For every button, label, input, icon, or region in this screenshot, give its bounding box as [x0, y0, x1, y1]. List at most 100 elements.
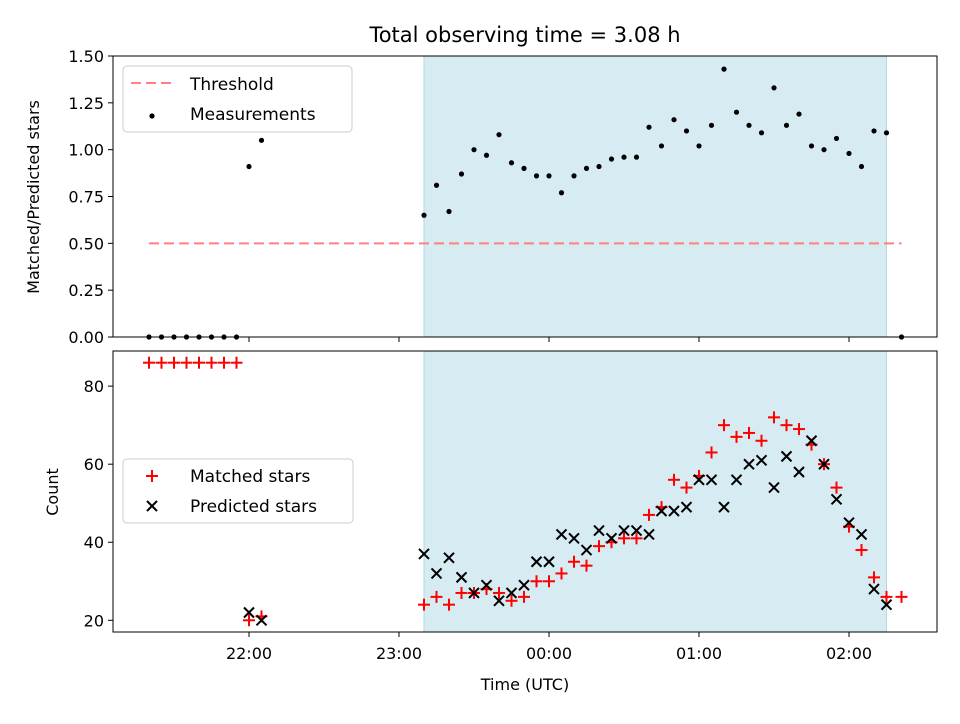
y-tick-label: 1.25 [68, 94, 104, 113]
predicted-star-point [880, 598, 893, 611]
measurement-point [596, 163, 602, 170]
matched-star-point [718, 419, 730, 432]
predicted-star-point [568, 532, 580, 545]
predicted-star-point [530, 556, 543, 568]
predicted-star-point [430, 567, 443, 580]
bottom-x-ticks: 22:00 23:00 00:00 01:00 02:00 [226, 632, 872, 663]
predicted-star-point [855, 528, 868, 541]
predicted-star-point [493, 595, 505, 607]
predicted-star-point [630, 524, 643, 537]
measurement-point [546, 173, 552, 179]
y-tick-label: 0.75 [68, 188, 104, 207]
matched-star-point [243, 614, 255, 627]
x-axis-label: Time (UTC) [480, 675, 569, 694]
measurement-point [458, 171, 465, 177]
matched-legend-label: Matched stars [190, 467, 310, 487]
measurement-point [583, 165, 590, 171]
measurement-point [633, 154, 640, 160]
matched-star-point [518, 590, 530, 603]
measurement-point [558, 190, 565, 196]
matched-star-point [618, 532, 630, 545]
predicted-star-point [868, 583, 880, 595]
predicted-legend-swatch [146, 500, 158, 512]
predicted-star-point [668, 505, 680, 517]
measurement-point [521, 165, 527, 171]
predicted-star-point [443, 552, 455, 564]
bottom-shaded-span [423, 351, 887, 632]
matched-star-point [430, 590, 443, 603]
matched-star-point [895, 590, 908, 603]
matched-star-point [580, 559, 593, 572]
predicted-star-point [593, 524, 605, 537]
matched-star-point [568, 555, 580, 568]
measurement-point [421, 212, 427, 218]
measurement-point [671, 117, 677, 123]
measurement-point [883, 130, 890, 136]
matched-star-point [218, 356, 230, 369]
y-tick-label: 20 [84, 611, 104, 630]
predicted-star-point [680, 501, 693, 513]
measurement-point [846, 150, 852, 157]
matched-star-point [455, 586, 468, 599]
matched-star-point [793, 423, 805, 436]
x-tick-label: 23:00 [376, 644, 422, 663]
top-y-axis-label: Matched/Predicted stars [24, 100, 43, 294]
bottom-y-ticks: 20 40 60 80 [84, 377, 113, 630]
predicted-star-point [580, 544, 593, 556]
matched-star-point [593, 540, 605, 553]
top-panel: 0.00 0.25 0.50 0.75 1.00 1.25 1.50 Total obser… [24, 23, 938, 347]
observing-window-span [424, 56, 887, 337]
measurement-point [533, 173, 540, 179]
measurement-point [658, 143, 665, 149]
predicted-star-point [555, 528, 568, 541]
matched-star-point [705, 446, 718, 459]
matched-star-point [730, 430, 743, 443]
measurement-point [771, 85, 777, 91]
matched-star-point [168, 356, 180, 369]
predicted-star-point [793, 466, 805, 478]
measurement-point [483, 152, 490, 158]
matched-star-point [505, 594, 518, 607]
matched-star-point [143, 356, 155, 369]
predicted-star-point [243, 606, 255, 619]
predicted-star-point [843, 517, 855, 529]
measurement-point [696, 143, 702, 149]
y-tick-label: 1.50 [68, 47, 104, 66]
x-tick-label: 01:00 [676, 644, 722, 663]
measurement-point [833, 135, 840, 142]
y-tick-label: 40 [84, 533, 104, 552]
measurement-point [808, 143, 815, 149]
measurement-point [621, 154, 627, 160]
measurement-point [608, 156, 615, 162]
matched-star-point [880, 590, 893, 603]
predicted-star-point [455, 571, 468, 584]
predicted-star-point [518, 579, 530, 591]
measurements-legend-swatch [149, 113, 155, 119]
threshold-legend-label: Threshold [189, 75, 274, 95]
predicted-star-point [480, 579, 493, 591]
measurement-point [571, 173, 577, 179]
predicted-star-point [730, 474, 743, 486]
measurement-point [733, 109, 740, 115]
measurement-point [708, 122, 715, 128]
matched-star-point [743, 426, 755, 439]
matched-star-point [543, 575, 555, 588]
measurement-point [508, 160, 515, 166]
predicted-star-point [643, 528, 655, 541]
matched-star-point [155, 356, 168, 369]
matched-star-points [143, 356, 908, 627]
matched-star-point [180, 356, 193, 369]
measurement-point [858, 163, 865, 170]
matched-star-point [780, 419, 793, 432]
predicted-star-point [718, 501, 730, 513]
y-tick-label: 0.00 [68, 328, 104, 347]
matched-star-point [868, 571, 880, 584]
y-tick-label: 80 [84, 377, 104, 396]
predicted-star-point [830, 493, 843, 506]
top-y-ticks: 0.00 0.25 0.50 0.75 1.00 1.25 1.50 [68, 47, 113, 347]
predicted-star-point [780, 450, 793, 463]
measurement-point [683, 128, 690, 134]
measurement-point [783, 122, 790, 128]
matched-star-point [643, 508, 655, 521]
